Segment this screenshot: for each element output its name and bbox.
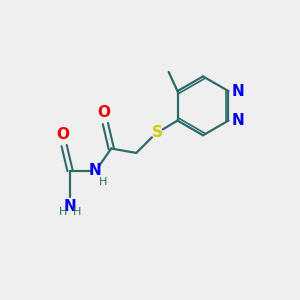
Text: S: S	[152, 125, 162, 140]
Text: N: N	[232, 84, 245, 99]
Text: N: N	[232, 113, 245, 128]
Text: O: O	[98, 105, 110, 120]
Text: H: H	[99, 177, 107, 187]
Text: H: H	[58, 206, 67, 217]
Text: N: N	[64, 199, 76, 214]
Text: N: N	[89, 163, 101, 178]
Text: O: O	[56, 127, 69, 142]
Text: H: H	[73, 206, 82, 217]
